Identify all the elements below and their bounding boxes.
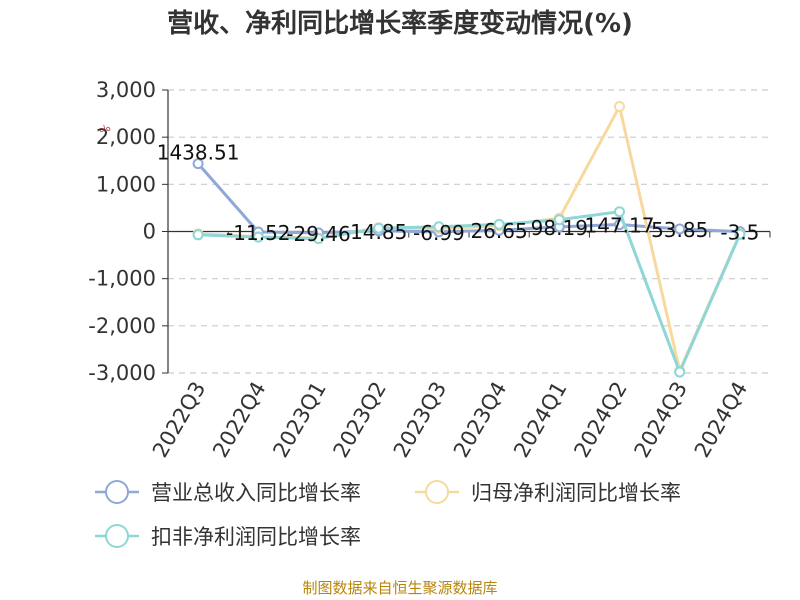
series-line — [198, 210, 742, 374]
x-tick-label: 2023Q2 — [329, 378, 391, 462]
source-note: 制图数据来自恒生聚源数据库 — [302, 579, 497, 597]
x-tick-label: 2024Q4 — [690, 378, 752, 462]
x-tick-label: 2022Q3 — [148, 378, 210, 462]
y-tick-label: 3,000 — [96, 78, 156, 102]
data-point[interactable] — [433, 221, 445, 233]
data-label: 1438.51 — [157, 141, 240, 165]
x-tick-label: 2023Q1 — [268, 378, 330, 462]
data-labels: 1438.51 -11.52-29.46 14.85 -6.99 26.65 98.191… — [157, 141, 760, 246]
data-label: 26.65 — [470, 219, 527, 243]
chart-title: 营收、净利同比增长率季度变动情况(%) — [167, 8, 633, 39]
x-tick-label: 2024Q3 — [630, 378, 692, 462]
data-point[interactable] — [674, 223, 686, 235]
data-point[interactable] — [192, 158, 204, 170]
data-point[interactable] — [493, 218, 505, 230]
data-label: 98.19 — [531, 216, 588, 240]
y-tick-label: 0 — [143, 220, 156, 244]
data-label: 147.17 — [585, 214, 655, 238]
x-tick-label: 2024Q2 — [569, 378, 631, 462]
legend-label: 营业总收入同比增长率 — [151, 481, 361, 505]
data-label: -29.46 — [286, 222, 350, 246]
data-point[interactable] — [734, 228, 746, 240]
data-point[interactable] — [614, 206, 625, 218]
data-point[interactable] — [553, 214, 565, 226]
y-tick-label: 2,000 — [96, 125, 156, 149]
data-label: -3.5 — [720, 221, 759, 245]
data-point[interactable] — [252, 231, 264, 243]
data-point[interactable] — [674, 366, 686, 378]
y-tick-label: -3,000 — [88, 361, 156, 385]
x-tick-label: 2022Q4 — [208, 378, 270, 462]
data-point[interactable] — [313, 233, 324, 245]
legend-item-3[interactable]: 扣非净利润同比增长率 — [95, 524, 361, 549]
x-tick-label: 2023Q3 — [389, 378, 451, 462]
y-tick-label: 1,000 — [96, 172, 156, 196]
legend-label: 扣非净利润同比增长率 — [151, 525, 361, 549]
data-point[interactable] — [614, 101, 625, 113]
x-tick-label: 2023Q4 — [449, 377, 511, 461]
legend-item-1[interactable]: 营业总收入同比增长率 — [95, 480, 361, 505]
series-line — [196, 162, 740, 235]
data-label: -6.99 — [413, 221, 465, 245]
data-label: -11.52 — [226, 221, 290, 245]
series-3 — [192, 206, 746, 378]
series-lines — [192, 101, 746, 378]
axes: 3,000 2,000 1,000 0 -1,000 -2,000 -3,0002022Q3… — [88, 78, 771, 462]
legend-marker — [105, 480, 129, 504]
data-label: 14.85 — [350, 220, 407, 244]
y-tick-label: -2,000 — [88, 314, 156, 338]
data-point[interactable] — [373, 222, 385, 234]
y-tick-label: -1,000 — [88, 267, 156, 291]
data-point[interactable] — [192, 229, 204, 241]
data-label: 53.85 — [651, 218, 708, 242]
legend-item-2[interactable]: 归母净利润同比增长率 — [415, 480, 681, 505]
grid-lines — [168, 89, 770, 374]
x-tick-label: 2024Q1 — [509, 378, 571, 462]
legend-marker — [425, 480, 449, 504]
legend-marker — [105, 524, 129, 548]
legend-label: 归母净利润同比增长率 — [471, 481, 681, 505]
